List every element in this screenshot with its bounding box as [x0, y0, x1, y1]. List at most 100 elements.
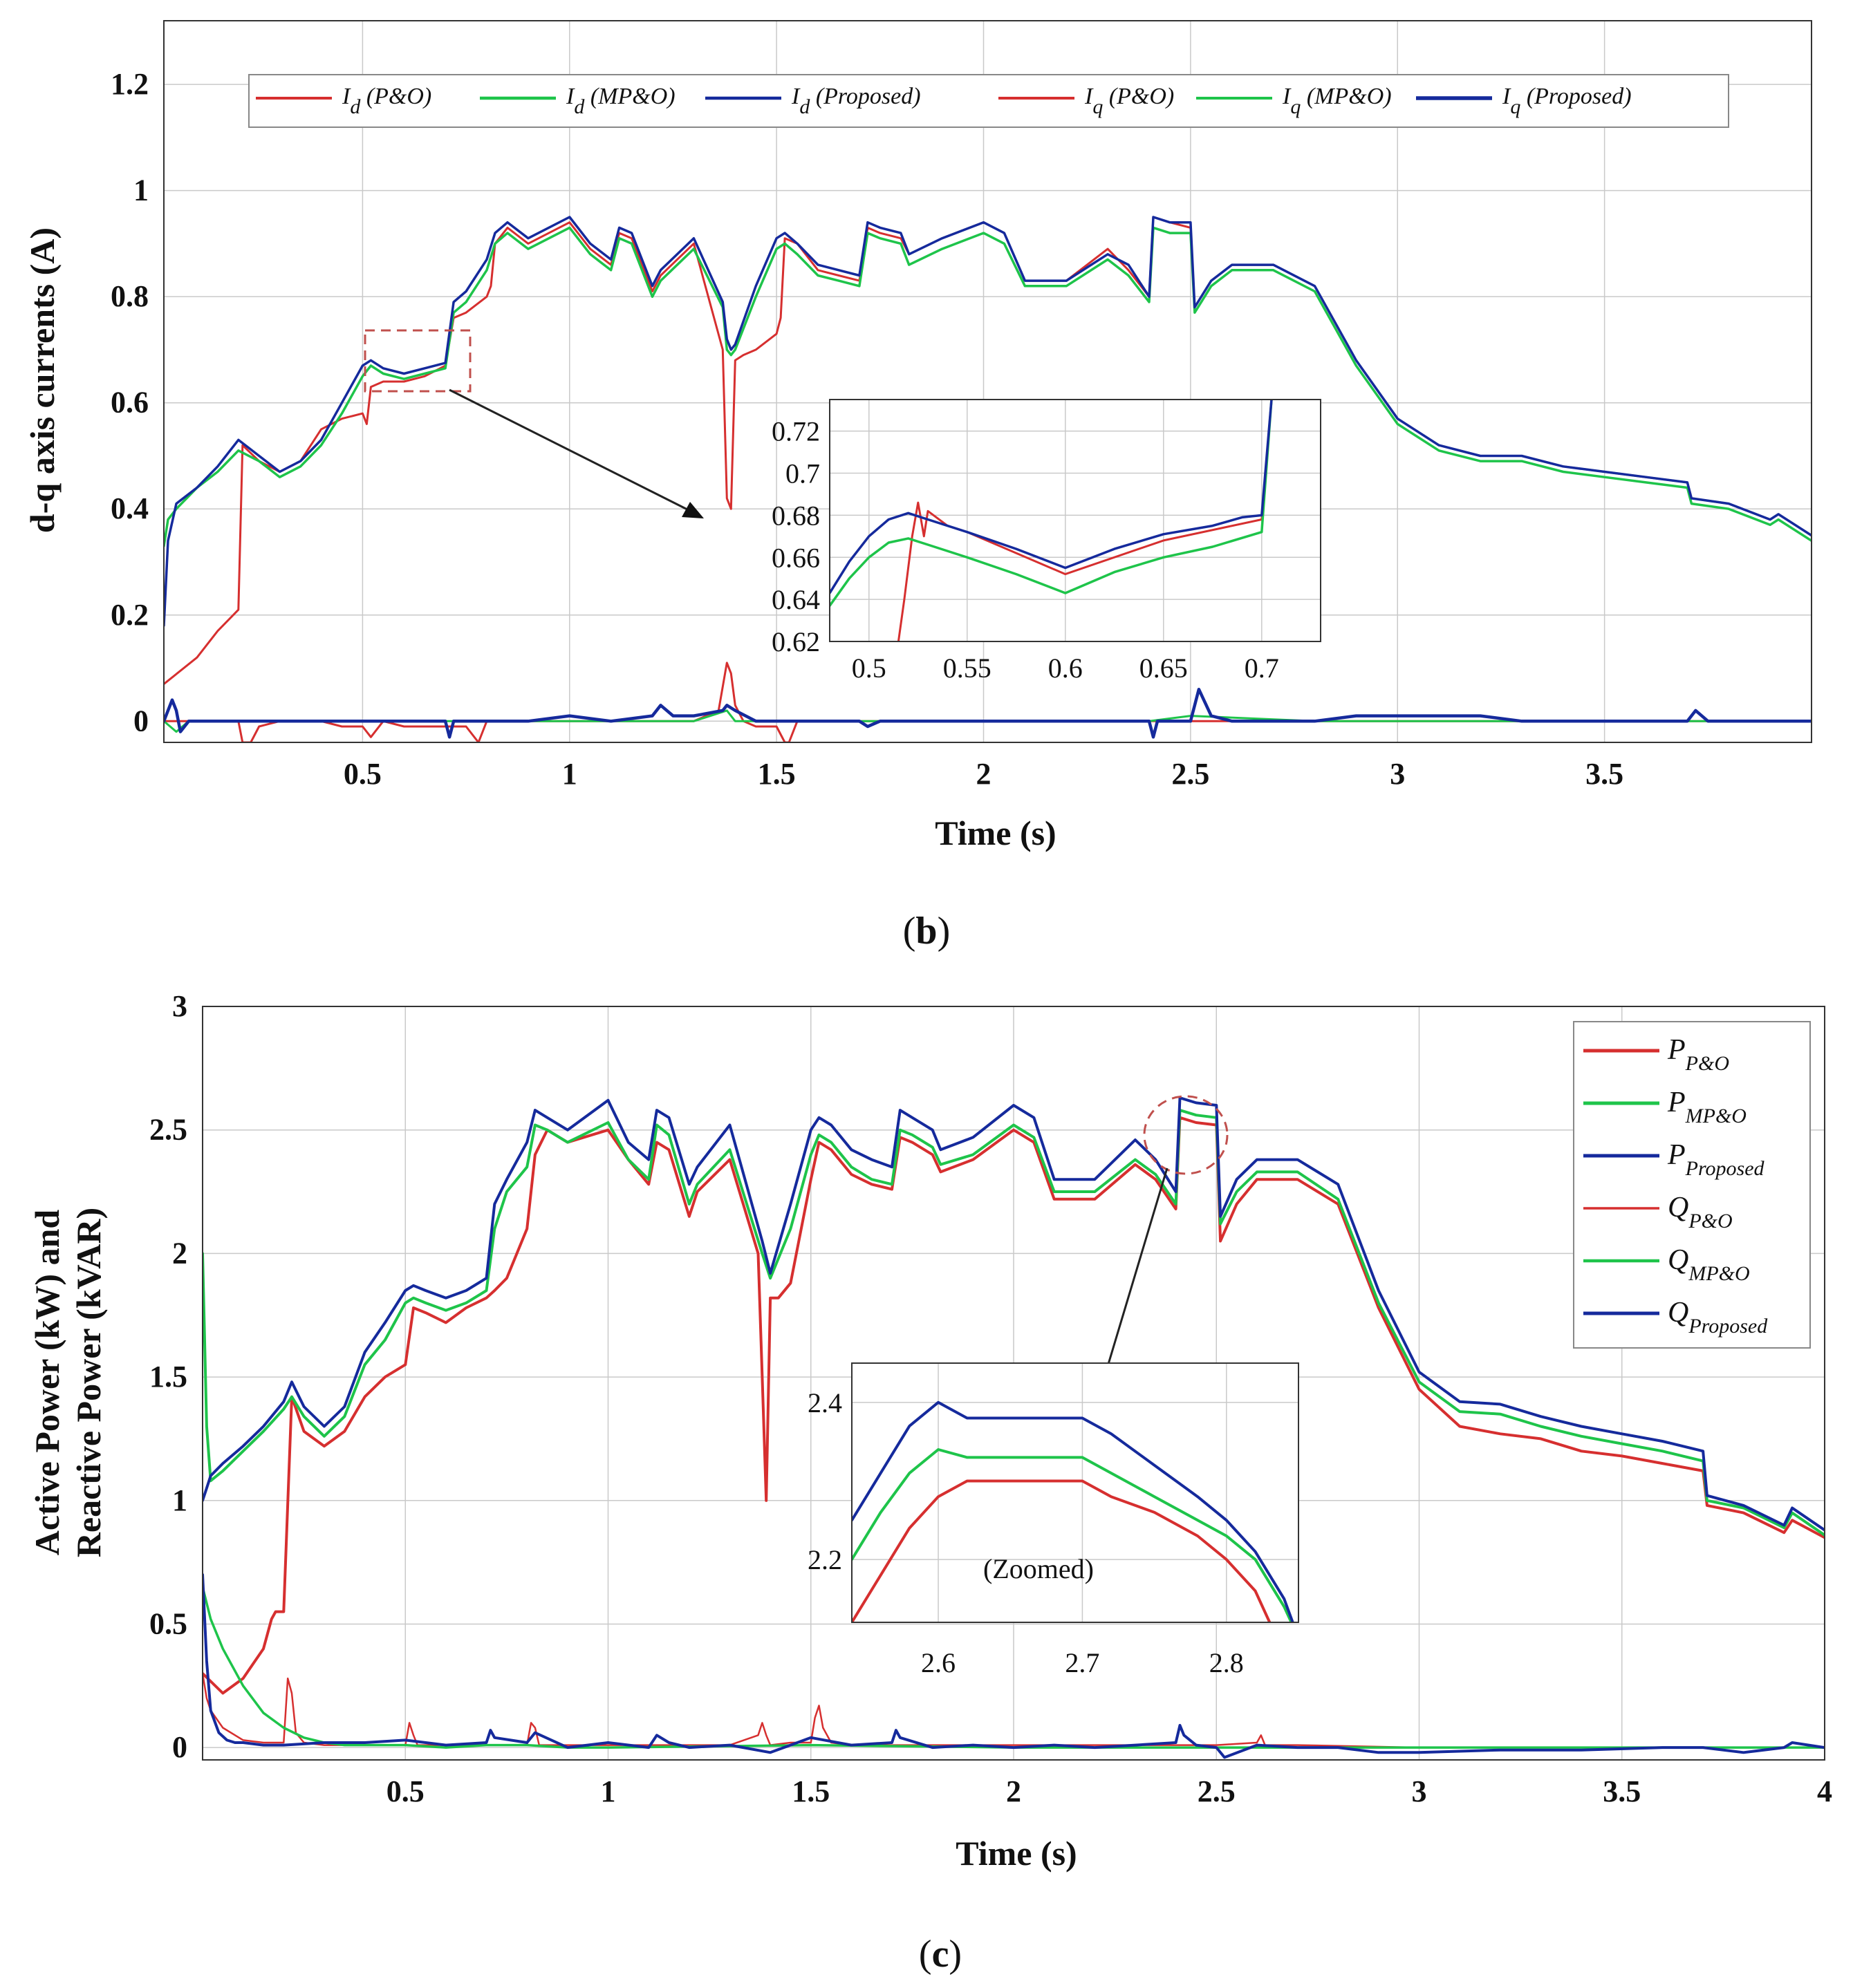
chart-b-x-tick-label: 3.5 [1585, 757, 1623, 791]
chart-b-legend: Id (P&O) Id (MP&O) Id (Proposed) Iq (P&O) Iq… [248, 74, 1729, 128]
chart-c-series-p-po [203, 1116, 1825, 1695]
chart-b-x-tick-label: 2 [976, 757, 991, 791]
chart-c-y-tick-label: 2.5 [149, 1113, 187, 1147]
chart-c-inset-series-p-po [852, 1479, 1272, 1622]
chart-b-x-tick-label: 2.5 [1171, 757, 1209, 791]
chart-c-inset-x-tick-labels: 2.6 2.7 2.8 [921, 1647, 1244, 1678]
chart-b-inset-y-tick-labels: 0.62 0.64 0.66 0.68 0.7 0.72 [772, 416, 820, 657]
legend-label-iq-po: Iq (P&O) [1084, 84, 1174, 118]
chart-c-inset-series-p-mpo [852, 1448, 1293, 1622]
chart-b-y-tick-label: 0.2 [111, 598, 149, 632]
chart-c-inset-grid [852, 1363, 1298, 1622]
chart-b: 0 0.2 0.4 0.6 0.8 1 1.2 0.5 1 1.5 2 2.5 3 3.5 d-q ax… [23, 20, 1812, 852]
chart-c-inset-frame [851, 1362, 1299, 1623]
chart-b-series-id-mpo [164, 226, 1812, 547]
chart-c-y-tick-labels: 0 0.5 1 1.5 2 2.5 3 [149, 989, 187, 1764]
chart-c-zoom-arrow [1099, 1168, 1168, 1390]
chart-c-inset-x-tick-label: 2.8 [1209, 1647, 1244, 1678]
chart-c-series [203, 1096, 1825, 1759]
chart-b-axes-frame [163, 20, 1812, 743]
chart-b-inset-series-id-proposed [830, 400, 1273, 594]
chart-c-inset-y-tick-labels: 2.2 2.4 [808, 1387, 842, 1575]
chart-b-zoom-arrow [449, 388, 692, 513]
chart-c-legend-box [1573, 1021, 1811, 1349]
chart-c-x-tick-labels: 0.5 1 1.5 2 2.5 3 3.5 4 [387, 1774, 1832, 1808]
chart-b-inset-y-tick-label: 0.64 [772, 584, 820, 615]
chart-c-inset-series-p-proposed [852, 1400, 1294, 1622]
chart-c-x-tick-label: 4 [1817, 1774, 1832, 1808]
chart-b-series-iq-proposed [164, 687, 1812, 739]
chart-c: 0 0.5 1 1.5 2 2.5 3 0.5 1 1.5 2 2.5 3 3.5 4 Active Po… [28, 989, 1832, 1873]
chart-b-inset-y-tick-label: 0.62 [772, 626, 820, 657]
chart-c-ylabel-line1: Active Power (kW) and [28, 1210, 66, 1556]
chart-c-y-tick-label: 1.5 [149, 1360, 187, 1394]
legend-label-c-q-po: QP&O [1668, 1192, 1733, 1232]
chart-b-x-tick-label: 1 [562, 757, 577, 791]
chart-b-ylabel: d-q axis currents (A) [23, 227, 62, 533]
chart-b-x-tick-label: 3 [1390, 757, 1405, 791]
chart-b-inset-y-tick-label: 0.7 [785, 458, 820, 489]
chart-c-series-p-proposed [203, 1096, 1825, 1532]
chart-b-x-tick-label: 1.5 [758, 757, 796, 791]
chart-b-series-id-proposed [164, 216, 1812, 627]
chart-c-y-tick-label: 0 [172, 1730, 187, 1764]
chart-c-inset-y-tick-label: 2.2 [808, 1544, 842, 1575]
chart-c-inset-x-tick-label: 2.6 [921, 1647, 956, 1678]
chart-b-inset-area [830, 400, 1321, 641]
chart-c-zoom-region-ellipse [1143, 1095, 1229, 1175]
legend-label-id-mpo: Id (MP&O) [566, 84, 676, 118]
chart-b-inset-x-tick-label: 0.65 [1139, 653, 1188, 684]
chart-c-y-tick-label: 2 [172, 1236, 187, 1270]
chart-b-y-tick-labels: 0 0.2 0.4 0.6 0.8 1 1.2 [111, 67, 149, 738]
chart-c-x-tick-label: 1.5 [792, 1774, 830, 1808]
chart-b-inset-x-tick-label: 0.55 [943, 653, 991, 684]
chart-c-inset-x-tick-label: 2.7 [1065, 1647, 1099, 1678]
chart-c-inset-y-tick-label: 2.4 [808, 1387, 842, 1418]
chart-c-x-tick-label: 2 [1006, 1774, 1021, 1808]
chart-b-inset-y-tick-label: 0.72 [772, 416, 820, 447]
chart-c-axes-frame [202, 1006, 1825, 1761]
chart-c-inset: 2.2 2.4 2.6 2.7 2.8 (Zoomed) [808, 1362, 1299, 1678]
chart-c-x-tick-label: 3.5 [1603, 1774, 1641, 1808]
chart-b-inset-frame [829, 399, 1321, 642]
chart-b-inset-series-id-mpo [830, 400, 1273, 608]
chart-c-x-tick-label: 0.5 [387, 1774, 425, 1808]
chart-c-y-tick-label: 1 [172, 1483, 187, 1517]
chart-b-legend-box [248, 74, 1729, 128]
legend-label-iq-proposed: Iq (Proposed) [1502, 84, 1632, 118]
chart-b-y-tick-label: 0 [133, 704, 149, 738]
chart-b-y-tick-label: 1 [133, 174, 149, 207]
chart-c-xlabel: Time (s) [956, 1834, 1077, 1873]
panel-label-c: (c) [919, 1933, 962, 1976]
chart-b-y-tick-label: 0.4 [111, 491, 149, 525]
chart-b-inset-x-tick-label: 0.7 [1245, 653, 1279, 684]
chart-b-inset-y-tick-label: 0.66 [772, 542, 820, 573]
chart-c-y-tick-label: 3 [172, 989, 187, 1023]
chart-c-series-p-mpo [203, 1109, 1825, 1537]
chart-b-inset: 0.620.640.660.680.70.72 0.5 0.55 0.6 0.65 0.… [772, 399, 1321, 684]
chart-c-x-tick-label: 2.5 [1198, 1774, 1236, 1808]
chart-c-series-q-proposed [203, 1573, 1825, 1759]
legend-label-id-proposed: Id (Proposed) [791, 84, 921, 118]
chart-b-inset-x-tick-labels: 0.5 0.55 0.6 0.65 0.7 [852, 653, 1279, 684]
chart-b-inset-x-tick-label: 0.5 [852, 653, 886, 684]
chart-c-y-tick-label: 0.5 [149, 1606, 187, 1640]
chart-c-inset-area [852, 1363, 1298, 1622]
chart-c-legend: PP&O PMP&O PProposed QP&O QMP&O QProposed [1573, 1021, 1811, 1349]
chart-b-y-tick-label: 1.2 [111, 67, 149, 101]
chart-b-inset-series-id-po [897, 400, 1273, 641]
chart-b-y-tick-label: 0.6 [111, 386, 149, 420]
legend-label-c-p-po: PP&O [1667, 1034, 1729, 1075]
legend-label-iq-mpo: Iq (MP&O) [1282, 84, 1392, 118]
chart-b-zoom-arrowhead [682, 502, 704, 518]
legend-label-c-p-proposed: PProposed [1667, 1139, 1765, 1180]
panel-label-b: (b) [903, 910, 950, 953]
chart-c-inset-annotation: (Zoomed) [983, 1553, 1094, 1584]
chart-c-ylabel-line2: Reactive Power (kVAR) [69, 1208, 108, 1557]
chart-c-x-tick-label: 1 [601, 1774, 616, 1808]
chart-b-series [164, 216, 1812, 742]
chart-b-inset-y-tick-label: 0.68 [772, 500, 820, 531]
chart-b-inset-series [830, 400, 1273, 641]
chart-b-xlabel: Time (s) [935, 814, 1056, 852]
